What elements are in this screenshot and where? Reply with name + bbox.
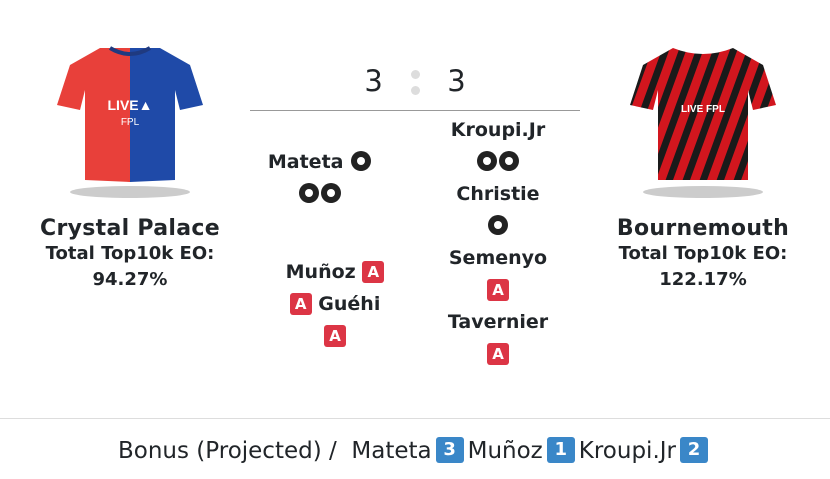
assister-name: Muñoz — [285, 261, 356, 283]
assister-name: Semenyo — [448, 247, 548, 269]
home-team: LIVE▲ FPL Crystal Palace Total Top10k EO… — [5, 30, 255, 293]
home-score: 3 — [364, 64, 383, 98]
goal-icon — [299, 183, 319, 203]
assister-name: Guéhi — [318, 293, 381, 315]
goal-icon — [321, 183, 341, 203]
away-score: 3 — [447, 64, 466, 98]
away-eo-label: Total Top10k EO: — [618, 243, 788, 264]
score-separator — [410, 64, 420, 96]
assist-icon: A — [362, 261, 385, 283]
bonus-points-badge: 2 — [680, 437, 708, 463]
goal-icon — [488, 215, 508, 235]
assister-name: Tavernier — [447, 311, 549, 333]
svg-text:LIVE▲: LIVE▲ — [108, 97, 153, 113]
bonus-player: Muñoz — [467, 438, 543, 464]
away-team: LIVE FPL Bournemouth Total Top10k EO: 12… — [578, 30, 828, 293]
scoreline: 3 3 — [250, 64, 580, 111]
assist-icon: A — [487, 343, 509, 365]
scorer-name: Christie — [456, 183, 540, 205]
assist-icon: A — [324, 325, 346, 347]
away-team-name: Bournemouth — [616, 216, 790, 241]
bonus-points-badge: 1 — [546, 437, 575, 463]
home-assists: Muñoz A A Guéhi A — [250, 256, 420, 352]
bonus-points-badge: 3 — [435, 437, 464, 463]
goal-icon — [351, 151, 372, 171]
home-goals: Mateta — [250, 146, 390, 210]
bonus-player: Mateta — [351, 438, 432, 464]
home-eo-value: 94.27% — [92, 269, 168, 290]
bonus-bar: Bonus (Projected) / Mateta 3 Muñoz 1 Kroupi.… — [0, 418, 830, 464]
assist-icon: A — [289, 293, 312, 315]
bonus-label: Bonus (Projected) / — [118, 438, 337, 464]
assist-icon: A — [487, 279, 509, 301]
bonus-player: Kroupi.Jr — [578, 438, 676, 464]
home-eo-label: Total Top10k EO: — [45, 243, 215, 264]
svg-text:LIVE FPL: LIVE FPL — [681, 104, 725, 115]
goal-icon — [499, 151, 519, 171]
scorer-name: Mateta — [267, 151, 344, 173]
svg-text:FPL: FPL — [121, 117, 140, 128]
goal-icon — [477, 151, 497, 171]
away-eo-value: 122.17% — [659, 269, 747, 290]
away-kit-image: LIVE FPL — [630, 48, 776, 198]
scorer-name: Kroupi.Jr — [450, 119, 546, 141]
home-kit-image: LIVE▲ FPL — [57, 46, 203, 198]
home-team-name: Crystal Palace — [40, 216, 220, 241]
away-events: Kroupi.Jr Christie Semenyo A Tavernier A — [428, 114, 568, 370]
